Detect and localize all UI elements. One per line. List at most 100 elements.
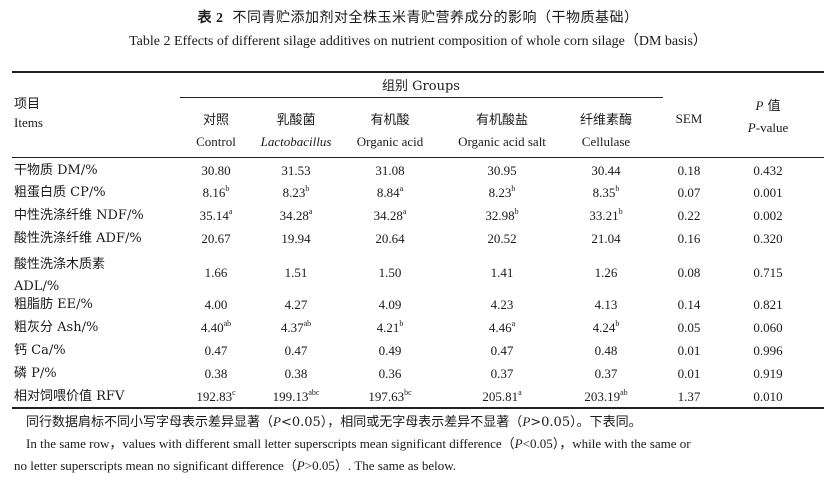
table-cell: 4.00: [204, 297, 228, 312]
sem-cell: 0.16: [677, 231, 701, 246]
table-cell: 32.98b: [485, 207, 519, 224]
table-title-cn-text: 不同青贮添加剂对全株玉米青贮营养成分的影响（干物质基础）: [232, 10, 639, 26]
significance-letter: bc: [404, 388, 412, 397]
table-cell: 0.47: [204, 343, 228, 358]
sem-cell: 0.01: [677, 366, 701, 381]
p-value-cell: 0.821: [753, 297, 783, 312]
table-cell: 0.36: [378, 366, 402, 381]
group-column-header-en: Control: [196, 134, 236, 149]
groups-rule: [180, 97, 663, 98]
significance-letter: a: [518, 388, 522, 397]
table-cell: 1.51: [284, 265, 308, 280]
sem-cell: 0.01: [677, 343, 701, 358]
significance-letter: a: [511, 319, 516, 328]
row-label: 酸性洗涤纤维 ADF/%: [14, 231, 142, 246]
table-cell: 30.95: [487, 163, 517, 178]
group-column-header-en: Organic acid salt: [458, 134, 546, 149]
sem-cell: 0.07: [677, 185, 701, 200]
table-cell: 1.41: [490, 265, 514, 280]
table-cell: 4.40ab: [200, 319, 232, 336]
table-cell: 31.53: [281, 163, 311, 178]
sem-cell: 0.18: [677, 163, 701, 178]
significance-letter: b: [618, 207, 623, 216]
p-value-cell: 0.001: [753, 185, 783, 200]
footnote-en-line2: no letter superscripts mean no significa…: [14, 458, 456, 473]
row-label: 磷 P/%: [14, 366, 57, 381]
group-column-header-en: Lactobacillus: [260, 134, 332, 149]
top-rule: [12, 71, 824, 73]
table-cell: 35.14a: [199, 207, 233, 224]
row-label: 钙 Ca/%: [14, 343, 66, 358]
table-cell: 34.28a: [373, 207, 407, 224]
table-cell: 4.46a: [488, 319, 516, 336]
sem-cell: 0.14: [677, 297, 701, 312]
significance-letter: a: [308, 207, 313, 216]
p-value-cell: 0.715: [753, 265, 783, 280]
group-column-header-cn: 纤维素酶: [579, 113, 633, 128]
significance-letter: abc: [308, 388, 320, 397]
table-cell: 1.26: [594, 265, 618, 280]
group-column-header-cn: 对照: [202, 113, 230, 128]
table-cell: 8.84a: [376, 184, 404, 201]
table-cell: 0.48: [594, 343, 618, 358]
p-value-header: P 值 P-value: [748, 95, 788, 138]
significance-letter: c: [232, 388, 236, 397]
significance-letter: b: [615, 184, 620, 193]
p-value-cell: 0.996: [753, 343, 783, 358]
footnote-en-line1: In the same row，values with different sm…: [26, 436, 691, 451]
p-value-cell: 0.060: [753, 320, 783, 335]
table-cell: 30.44: [591, 163, 621, 178]
row-label: 干物质 DM/%: [14, 163, 98, 178]
row-label: 相对饲喂价值 RFV: [14, 389, 125, 404]
group-column-header-en: Organic acid: [356, 134, 424, 149]
table-cell: 8.23b: [488, 184, 516, 201]
table-cell: 34.28a: [279, 207, 313, 224]
table-cell: 0.38: [284, 366, 308, 381]
significance-letter: a: [228, 207, 233, 216]
items-header: 项目 Items: [14, 96, 43, 132]
table-cell: 30.80: [201, 163, 231, 178]
footnote-cn: 同行数据肩标不同小写字母表示差异显著（P<0.05），相同或无字母表示差异不显著…: [26, 414, 642, 430]
row-label: 酸性洗涤木质素 ADL/%: [14, 257, 106, 294]
table-cell: 4.37ab: [280, 319, 312, 336]
table-cell: 4.13: [594, 297, 618, 312]
group-column-header: 乳酸菌 Lactobacillus: [261, 110, 332, 152]
table-cell: 4.27: [284, 297, 308, 312]
p-value-header-cn: P 值: [755, 98, 781, 114]
table-cell: 19.94: [281, 231, 311, 246]
p-value-cell: 0.002: [753, 208, 783, 223]
table-cell: 8.35b: [592, 184, 620, 201]
row-label: 粗灰分 Ash/%: [14, 320, 99, 335]
group-column-header-cn: 有机酸: [370, 113, 410, 128]
p-value-cell: 0.432: [753, 163, 783, 178]
significance-letter: ab: [620, 388, 628, 397]
group-column-header: 对照 Control: [196, 110, 236, 152]
table-cell: 205.81a: [482, 388, 522, 405]
table-cell: 0.37: [594, 366, 618, 381]
table-cell: 0.47: [490, 343, 514, 358]
table-title-en: Table 2 Effects of different silage addi…: [129, 34, 707, 49]
sem-header: SEM: [676, 108, 703, 129]
sem-cell: 0.05: [677, 320, 701, 335]
group-column-header: 有机酸 Organic acid: [357, 110, 424, 152]
items-header-en: Items: [14, 115, 43, 130]
table-cell: 0.38: [204, 366, 228, 381]
significance-letter: b: [514, 207, 519, 216]
table-cell: 0.37: [490, 366, 514, 381]
bottom-rule: [12, 407, 824, 409]
significance-letter: b: [305, 184, 310, 193]
p-value-cell: 0.010: [753, 389, 783, 404]
p-value-cell: 0.919: [753, 366, 783, 381]
significance-letter: b: [615, 319, 620, 328]
group-column-header-en: Cellulase: [581, 134, 631, 149]
table-title-cn: 表 2 不同青贮添加剂对全株玉米青贮营养成分的影响（干物质基础）: [0, 7, 836, 27]
row-label: 粗脂肪 EE/%: [14, 297, 93, 312]
row-label: 中性洗涤纤维 NDF/%: [14, 208, 144, 223]
group-column-header: 有机酸盐 Organic acid salt: [458, 110, 546, 152]
groups-header: 组别 Groups: [382, 79, 460, 94]
significance-letter: b: [225, 184, 230, 193]
significance-letter: b: [399, 319, 404, 328]
group-column-header-cn: 有机酸盐: [475, 113, 528, 128]
table-cell: 197.63bc: [368, 388, 412, 405]
